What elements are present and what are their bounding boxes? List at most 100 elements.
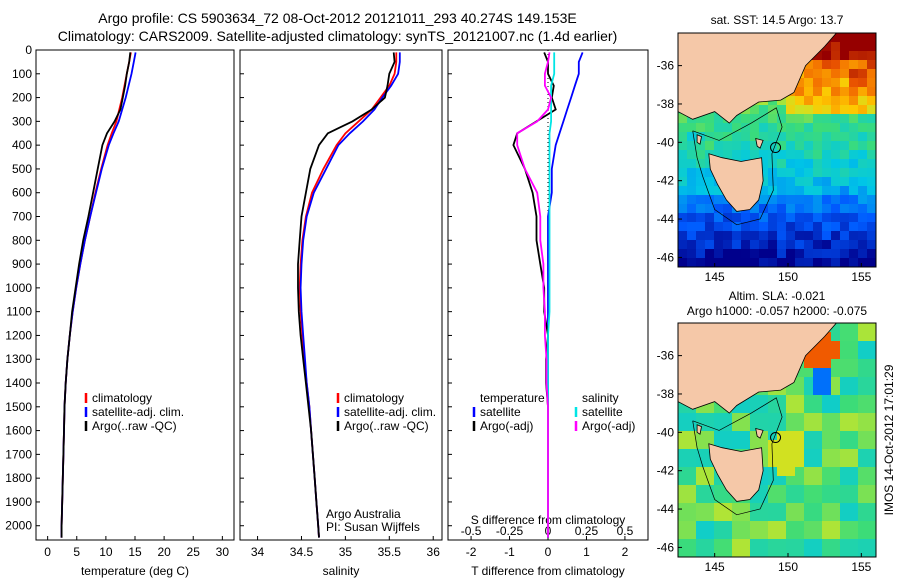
map-cell [867, 404, 876, 414]
map-cell [705, 168, 715, 178]
map-cell [786, 132, 796, 142]
map-cell [858, 213, 868, 223]
map-cell [768, 249, 778, 259]
map-cell [795, 231, 805, 241]
map-cell [867, 332, 876, 342]
x-tick-label: 34 [251, 545, 265, 559]
map-cell [795, 78, 805, 88]
map-cell [858, 222, 868, 232]
map-cell [840, 231, 850, 241]
map-cell [777, 105, 787, 115]
map-cell [768, 512, 778, 522]
map-cell [867, 258, 876, 267]
map-cell [759, 213, 769, 223]
map-cell [849, 249, 859, 259]
map-cell [840, 105, 850, 115]
map-cell [678, 132, 688, 142]
map-cell [732, 249, 742, 259]
map-cell [786, 114, 796, 124]
map-cell [714, 413, 724, 423]
map-cell [759, 548, 769, 557]
map-cell [786, 177, 796, 187]
tasmania-land [708, 443, 764, 502]
map-cell [813, 159, 823, 169]
map-cell [831, 96, 841, 106]
map-cell [678, 249, 688, 259]
map-cell [858, 141, 868, 151]
map-y-tick-label: -40 [657, 135, 675, 149]
map-cell [822, 548, 832, 557]
map-cell [687, 150, 697, 160]
map-cell [831, 33, 841, 43]
map-cell [822, 159, 832, 169]
map-cell [687, 249, 697, 259]
map-cell [759, 177, 769, 187]
map-cell [822, 440, 832, 450]
map-cell [795, 114, 805, 124]
map-cell [840, 213, 850, 223]
map-cell [804, 467, 814, 477]
map-cell [813, 368, 823, 378]
map-cell [705, 413, 715, 423]
map-cell [696, 467, 706, 477]
map-cell [840, 132, 850, 142]
map-cell [759, 449, 769, 459]
map-cell [804, 350, 814, 360]
map-cell [768, 123, 778, 133]
map-cell [705, 195, 715, 205]
map-cell [741, 404, 751, 414]
map-cell [804, 413, 814, 423]
map-cell [786, 204, 796, 214]
x-tick-label: 30 [216, 545, 230, 559]
map-cell [714, 231, 724, 241]
map-cell [768, 404, 778, 414]
map-cell [867, 431, 876, 441]
map-cell [723, 204, 733, 214]
map-cell [732, 150, 742, 160]
map-cell [804, 204, 814, 214]
legend-label: climatology [344, 391, 404, 405]
map-cell [858, 530, 868, 540]
map-cell [849, 150, 859, 160]
map-cell [741, 123, 751, 133]
map-cell [804, 494, 814, 504]
temperature-panel: 0100200300400500600700800900100011001200… [5, 43, 235, 578]
map-cell [759, 521, 769, 531]
map-cell [795, 449, 805, 459]
map-cell [750, 494, 760, 504]
map-cell [804, 530, 814, 540]
map-cell [795, 177, 805, 187]
map-cell [831, 485, 841, 495]
map-cell [849, 195, 859, 205]
map-cell [867, 159, 876, 169]
difference-xlabel-bottom: T difference from climatology [471, 564, 625, 578]
map-cell [840, 494, 850, 504]
map-cell [750, 204, 760, 214]
x-tick-label-s: 0.5 [617, 524, 634, 538]
map-cell [822, 521, 832, 531]
map-cell [750, 222, 760, 232]
map-cell [687, 512, 697, 522]
map-cell [705, 258, 715, 267]
map-cell [795, 204, 805, 214]
map-cell [849, 51, 859, 61]
map-cell [777, 195, 787, 205]
map-cell [768, 494, 778, 504]
map-cell [759, 195, 769, 205]
map-cell [804, 141, 814, 151]
map-cell [795, 249, 805, 259]
map-cell [795, 458, 805, 468]
map-cell [732, 114, 742, 124]
legend-label: Argo(..raw -QC) [92, 419, 177, 433]
temperature-xlabel: temperature (deg C) [81, 564, 189, 578]
map-cell [822, 186, 832, 196]
map-cell [786, 213, 796, 223]
map-cell [759, 141, 769, 151]
map-cell [786, 521, 796, 531]
map-cell [777, 395, 787, 405]
map-cell [795, 431, 805, 441]
map-cell [705, 249, 715, 259]
map-cell [750, 141, 760, 151]
map-cell [723, 150, 733, 160]
map-cell [831, 548, 841, 557]
